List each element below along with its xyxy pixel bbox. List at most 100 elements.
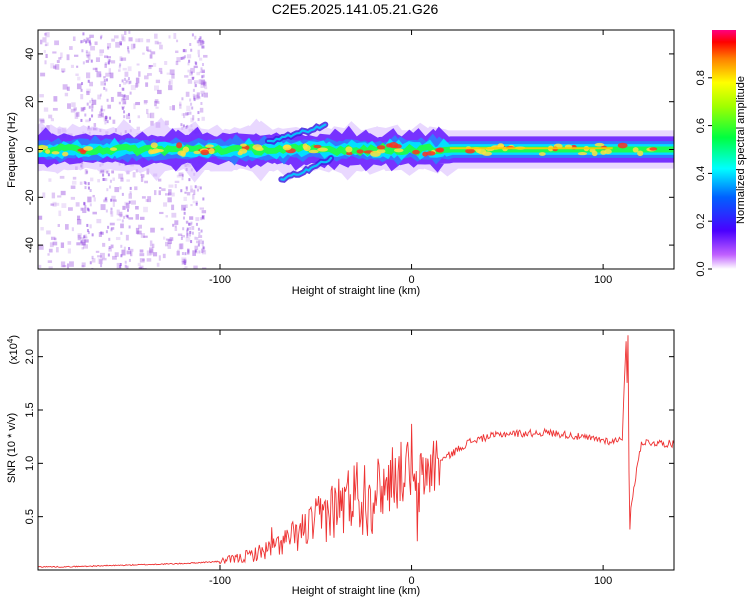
noise-cell	[166, 72, 171, 75]
noise-cell	[136, 83, 140, 87]
noise-cell	[183, 258, 186, 262]
noise-cell	[160, 71, 163, 75]
noise-cell	[185, 220, 189, 224]
noise-cell	[128, 258, 131, 262]
colorbar-gradient	[712, 30, 736, 269]
noise-cell	[80, 88, 83, 92]
noise-cell	[136, 230, 142, 235]
noise-cell	[86, 90, 90, 96]
spectral-peak	[356, 149, 364, 154]
noise-cell	[101, 257, 107, 261]
noise-cell	[199, 39, 204, 46]
noise-cell	[84, 169, 88, 175]
noise-cell	[120, 244, 123, 248]
noise-cell	[201, 75, 204, 79]
noise-cell	[181, 97, 184, 101]
noise-cell	[69, 261, 74, 267]
noise-cell	[203, 81, 207, 87]
noise-cell	[141, 174, 145, 178]
noise-cell	[83, 235, 86, 239]
noise-cell	[150, 120, 154, 126]
noise-cell	[44, 60, 47, 65]
noise-cell	[157, 89, 162, 95]
noise-cell	[89, 224, 92, 229]
noise-cell	[177, 249, 180, 256]
noise-cell	[87, 182, 90, 186]
noise-cell	[83, 244, 88, 249]
noise-cell	[66, 263, 70, 269]
noise-cell	[52, 201, 57, 207]
noise-cell	[54, 64, 60, 70]
noise-cell	[176, 250, 180, 256]
noise-cell	[201, 210, 207, 214]
noise-cell	[180, 123, 183, 127]
noise-cell	[124, 201, 128, 206]
noise-cell	[97, 179, 100, 183]
noise-cell	[56, 60, 60, 64]
noise-cell	[109, 116, 112, 120]
noise-cell	[80, 107, 85, 112]
noise-cell	[194, 82, 197, 88]
noise-cell	[193, 80, 199, 84]
noise-cell	[196, 71, 201, 76]
noise-cell	[198, 235, 203, 238]
noise-cell	[83, 106, 86, 110]
noise-cell	[163, 202, 168, 207]
noise-cell	[193, 189, 196, 196]
noise-cell	[196, 92, 200, 99]
noise-cell	[126, 208, 129, 212]
noise-cell	[85, 40, 88, 44]
noise-cell	[118, 213, 123, 216]
noise-cell	[126, 250, 131, 255]
noise-cell	[62, 265, 67, 268]
noise-cell	[168, 35, 171, 39]
noise-cell	[172, 105, 175, 111]
noise-cell	[168, 85, 173, 91]
spectral-peak	[497, 143, 505, 149]
noise-cell	[189, 98, 192, 102]
noise-cell	[86, 170, 89, 174]
noise-cell	[89, 34, 94, 38]
x-tick-label: 100	[594, 575, 612, 587]
noise-cell	[92, 67, 97, 71]
noise-cell	[121, 79, 124, 83]
spectral-peak	[152, 148, 160, 154]
noise-cell	[127, 77, 130, 81]
spectrogram-marks	[38, 30, 674, 269]
noise-cell	[181, 257, 187, 263]
noise-cell	[194, 249, 197, 253]
noise-cell	[91, 267, 94, 269]
noise-cell	[100, 105, 103, 109]
noise-cell	[103, 79, 106, 83]
noise-cell	[104, 63, 107, 68]
snr-y-scale: (x104)	[6, 335, 20, 365]
noise-cell	[172, 223, 175, 227]
noise-cell	[195, 84, 198, 88]
noise-cell	[111, 195, 116, 202]
spectral-peak	[376, 145, 386, 150]
noise-cell	[48, 178, 52, 182]
noise-cell	[154, 190, 157, 196]
noise-cell	[99, 170, 105, 174]
noise-cell	[48, 114, 53, 119]
noise-cell	[157, 41, 162, 45]
noise-cell	[104, 118, 107, 122]
snr-plot-area	[38, 330, 674, 570]
noise-cell	[131, 200, 136, 205]
noise-cell	[181, 113, 185, 116]
noise-cell	[199, 57, 203, 61]
noise-cell	[187, 249, 190, 253]
noise-cell	[44, 32, 47, 36]
noise-cell	[107, 173, 110, 177]
noise-cell	[87, 208, 90, 212]
noise-cell	[106, 56, 112, 59]
spectral-peak	[51, 151, 60, 155]
noise-cell	[164, 193, 170, 196]
noise-cell	[103, 116, 106, 122]
noise-cell	[85, 60, 90, 63]
noise-cell	[139, 249, 144, 253]
noise-cell	[100, 108, 103, 112]
noise-cell	[189, 222, 192, 226]
noise-cell	[199, 36, 202, 40]
